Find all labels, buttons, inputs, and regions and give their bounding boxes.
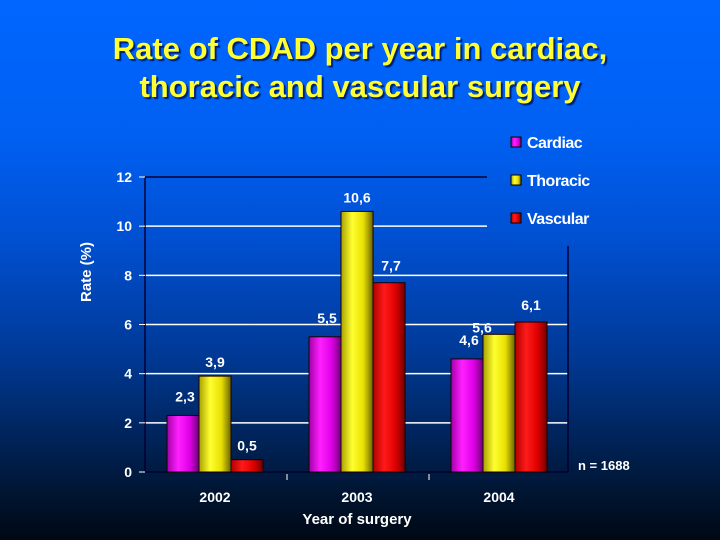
x-axis-title: Year of surgery — [302, 511, 412, 528]
x-axis-ticks: 2002 2003 2004 — [199, 474, 515, 505]
chart-title-line-2: thoracic and vascular surgery — [139, 69, 581, 104]
data-label-thoracic-2002: 3,9 — [205, 354, 225, 370]
y-tick-label: 8 — [124, 267, 132, 283]
legend: Cardiac Thoracic Vascular — [510, 135, 591, 228]
legend-swatch-cardiac — [510, 136, 522, 148]
data-label-thoracic-2004: 5,6 — [472, 319, 492, 335]
y-axis-title: Rate (%) — [78, 242, 95, 302]
chart-title-line-1: Rate of CDAD per year in cardiac, — [112, 31, 608, 66]
data-label-cardiac-2004: 4,6 — [459, 332, 479, 348]
bar-vascular-2003 — [372, 282, 406, 473]
bar-cardiac-2003 — [308, 336, 342, 473]
data-label-vascular-2002: 0,5 — [237, 438, 257, 454]
bar-cardiac-2002 — [166, 414, 200, 473]
x-tick-label-2003: 2003 — [341, 489, 372, 505]
bars — [166, 210, 548, 473]
bar-cardiac-2004 — [450, 358, 484, 473]
x-tick-label-2004: 2004 — [483, 489, 514, 505]
bar-thoracic-2002 — [198, 375, 232, 473]
data-labels: 2,3 3,9 0,5 5,5 10,6 7,7 4,65,6 6,1 — [175, 189, 541, 453]
y-tick-label: 0 — [124, 464, 132, 480]
y-tick-label: 6 — [124, 317, 132, 333]
y-tick-label: 10 — [116, 218, 132, 234]
x-tick-label-2002: 2002 — [199, 489, 230, 505]
sample-size-note: n = 1688 — [578, 458, 630, 473]
legend-swatch-thoracic — [510, 174, 522, 186]
data-label-thoracic-2003: 10,6 — [343, 189, 370, 205]
bar-vascular-2004 — [514, 321, 548, 473]
legend-label-cardiac: Cardiac — [527, 135, 583, 152]
bar-vascular-2002 — [230, 459, 264, 473]
data-label-vascular-2003: 7,7 — [381, 258, 401, 274]
y-tick-label: 2 — [124, 415, 132, 431]
chart-title: Rate of CDAD per year in cardiac, thorac… — [0, 30, 720, 106]
data-label-cardiac-2003: 5,5 — [317, 310, 337, 326]
y-tick-label: 4 — [124, 366, 132, 382]
legend-swatch-vascular — [510, 212, 522, 224]
y-axis-ticks: 0 2 4 6 8 10 12 — [116, 169, 145, 480]
data-label-vascular-2004: 6,1 — [521, 297, 541, 313]
legend-label-vascular: Vascular — [527, 211, 589, 228]
bar-thoracic-2004 — [482, 333, 516, 473]
bar-thoracic-2003 — [340, 210, 374, 473]
data-label-cardiac-2002: 2,3 — [175, 388, 195, 404]
legend-label-thoracic: Thoracic — [527, 173, 590, 190]
y-tick-label: 12 — [116, 169, 132, 185]
